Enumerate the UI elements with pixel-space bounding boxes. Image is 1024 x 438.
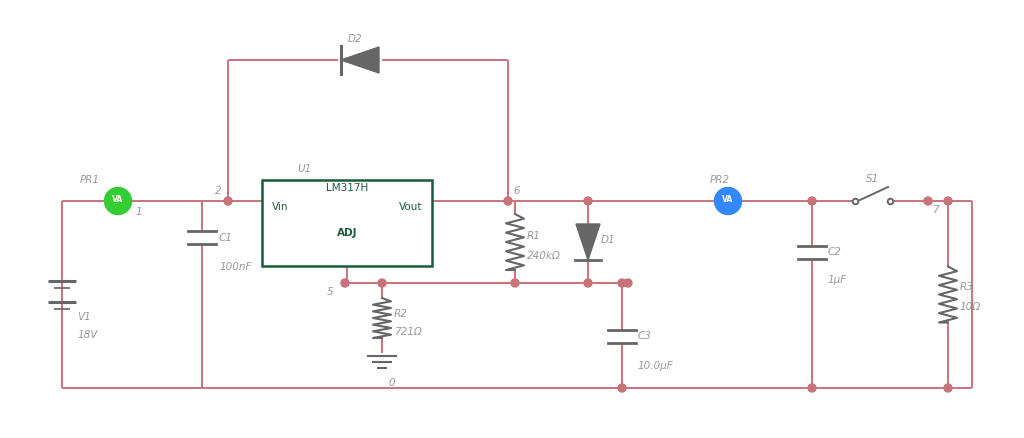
Circle shape [618,384,626,392]
Text: 5: 5 [327,287,333,297]
Text: 721Ω: 721Ω [394,327,422,337]
Text: 10.0μF: 10.0μF [638,361,674,371]
Text: U1: U1 [297,164,311,174]
Polygon shape [575,224,600,260]
Circle shape [808,197,816,205]
Circle shape [924,197,932,205]
Circle shape [378,279,386,287]
Text: S1: S1 [866,174,880,184]
Text: 240kΩ: 240kΩ [527,251,561,261]
Text: 18V: 18V [77,331,97,340]
Text: R1: R1 [527,231,541,241]
Text: 6: 6 [513,186,519,196]
Text: 2: 2 [215,186,222,196]
Circle shape [511,279,519,287]
Circle shape [504,197,512,205]
Circle shape [808,384,816,392]
Circle shape [715,187,741,215]
Circle shape [584,279,592,287]
Text: PR1: PR1 [80,175,100,185]
Text: C1: C1 [219,233,232,243]
Circle shape [584,197,592,205]
Text: R2: R2 [394,309,408,319]
Text: VA: VA [113,195,124,205]
Text: LM317H: LM317H [326,183,368,193]
Text: C3: C3 [638,331,652,341]
Text: D2: D2 [348,34,362,44]
Text: D1: D1 [601,235,615,245]
Text: V1: V1 [77,312,91,322]
Circle shape [618,279,626,287]
Text: R3: R3 [961,282,974,292]
Text: C2: C2 [828,247,842,257]
Text: VA: VA [722,195,733,205]
Text: 10Ω: 10Ω [961,301,981,311]
Text: 1μF: 1μF [828,275,847,285]
Circle shape [341,279,349,287]
Bar [262,180,432,266]
Text: 1: 1 [135,207,142,217]
Text: 7: 7 [932,205,939,215]
Polygon shape [341,47,379,73]
Text: PR2: PR2 [710,175,730,185]
Circle shape [624,279,632,287]
Text: Vin: Vin [272,202,289,212]
Text: ADJ: ADJ [337,228,357,238]
Text: 0: 0 [388,378,394,388]
Circle shape [944,197,952,205]
Text: Vout: Vout [398,202,422,212]
Circle shape [224,197,232,205]
Circle shape [724,197,732,205]
Circle shape [944,384,952,392]
Text: 100nF: 100nF [219,262,252,272]
Circle shape [104,187,131,215]
